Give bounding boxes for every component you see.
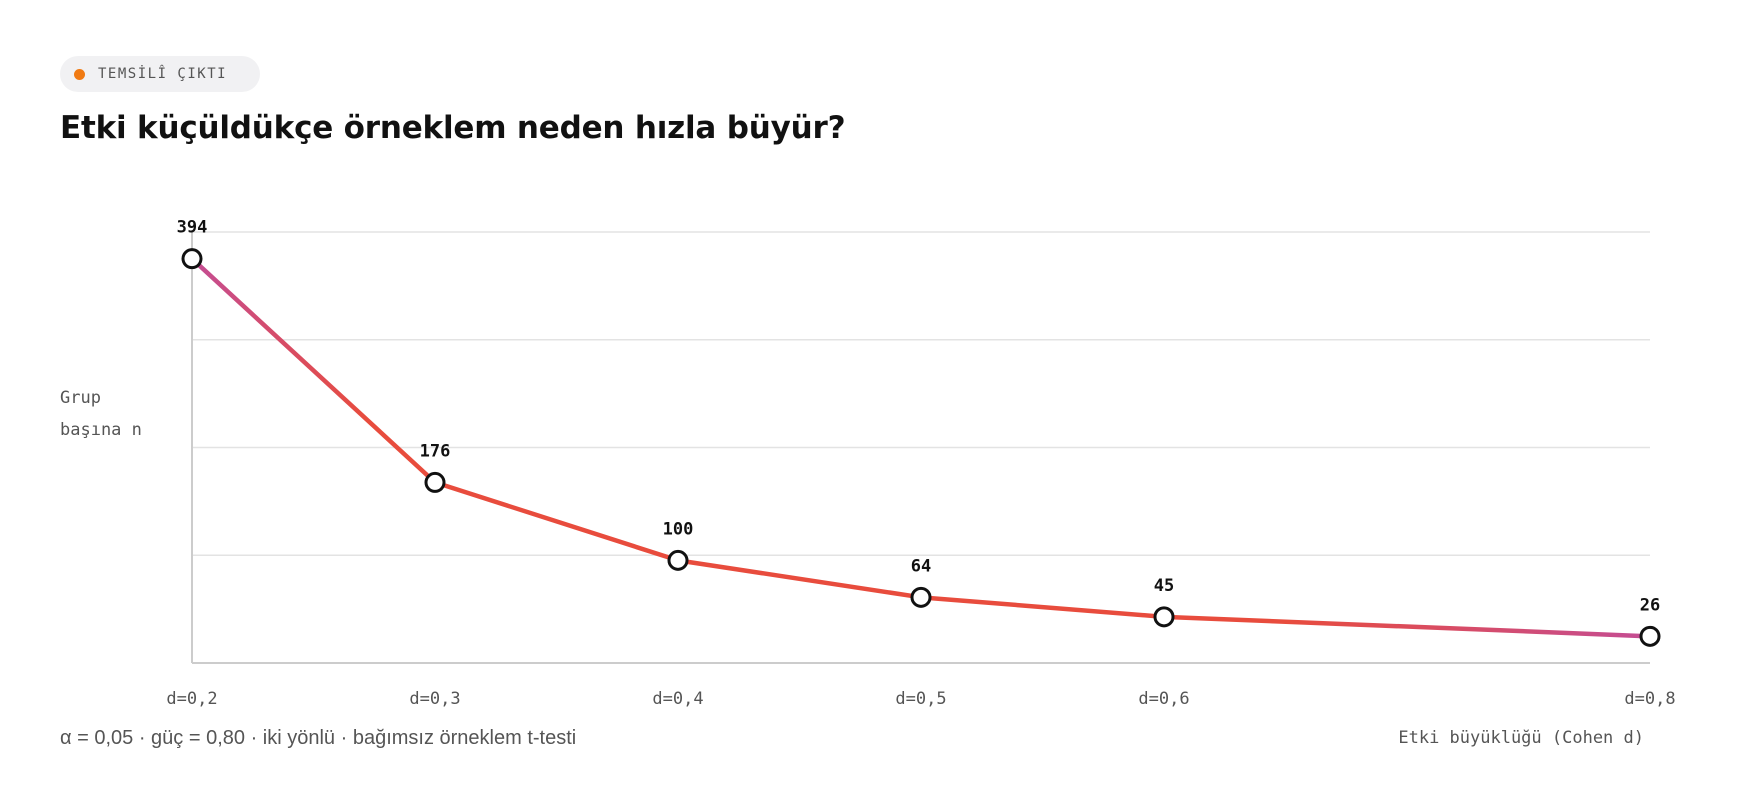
y-axis-label-line-2: başına n bbox=[60, 420, 142, 440]
x-tick-label: d=0,4 bbox=[652, 689, 703, 709]
status-dot-icon bbox=[74, 69, 85, 80]
badge-label: TEMSİLÎ ÇIKTI bbox=[98, 66, 228, 82]
y-axis-label-line-1: Grup bbox=[60, 388, 101, 408]
data-point bbox=[1639, 625, 1661, 647]
data-label: 26 bbox=[1640, 595, 1660, 615]
series-line bbox=[189, 256, 1653, 639]
x-tick-label: d=0,2 bbox=[166, 689, 217, 709]
data-point bbox=[667, 549, 689, 571]
x-tick-label: d=0,3 bbox=[409, 689, 460, 709]
data-point bbox=[181, 248, 203, 270]
x-tick-label: d=0,5 bbox=[895, 689, 946, 709]
x-tick-label: d=0,8 bbox=[1624, 689, 1675, 709]
footnote: α = 0,05 · güç = 0,80 · iki yönlü · bağı… bbox=[60, 727, 577, 749]
data-label: 64 bbox=[911, 556, 931, 576]
x-tick-label: d=0,6 bbox=[1138, 689, 1189, 709]
x-axis-label: Etki büyüklüğü (Cohen d) bbox=[1398, 728, 1644, 748]
data-label: 45 bbox=[1154, 576, 1174, 596]
data-point bbox=[424, 471, 446, 493]
data-label: 394 bbox=[177, 218, 208, 238]
data-point bbox=[1153, 606, 1175, 628]
chart-title: Etki küçüldükçe örneklem neden hızla büy… bbox=[60, 110, 846, 146]
data-label: 176 bbox=[420, 441, 451, 461]
y-axis-label: Grup başına n bbox=[60, 382, 170, 446]
data-label: 100 bbox=[663, 519, 694, 539]
data-point bbox=[910, 586, 932, 608]
representative-output-badge: TEMSİLÎ ÇIKTI bbox=[60, 56, 261, 92]
